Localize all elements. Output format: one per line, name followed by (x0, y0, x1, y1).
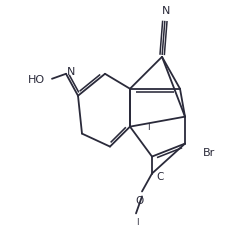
Text: C: C (156, 172, 164, 182)
Text: I: I (147, 123, 149, 132)
Text: N: N (162, 6, 170, 16)
Text: HO: HO (27, 74, 45, 84)
Text: Br: Br (203, 147, 215, 157)
Text: O: O (135, 196, 143, 205)
Text: I: I (136, 217, 138, 226)
Text: N: N (67, 67, 75, 76)
